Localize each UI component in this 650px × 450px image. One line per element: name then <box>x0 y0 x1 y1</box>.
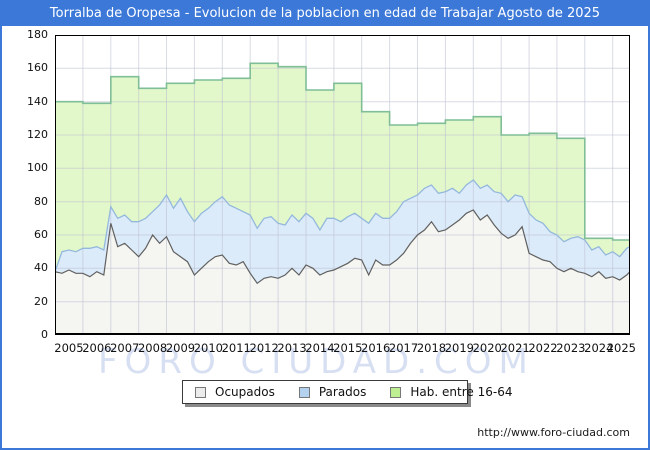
x-tick-label: 2022 <box>528 341 558 355</box>
legend-label-parados: Parados <box>318 385 367 399</box>
x-tick-label: 2014 <box>305 341 335 355</box>
chart-legend: Ocupados Parados Hab. entre 16-64 <box>182 380 512 404</box>
parados-swatch-icon <box>298 386 310 398</box>
y-tick-label: 60 <box>34 228 48 241</box>
x-tick-label: 2008 <box>137 341 168 355</box>
x-tick-label: 2006 <box>82 341 112 355</box>
x-tick-label: 2009 <box>165 341 196 355</box>
x-tick-label: 2018 <box>416 341 447 355</box>
legend-item-parados: Parados <box>298 385 367 399</box>
x-tick-label: 2012 <box>249 341 279 355</box>
y-tick-label: 20 <box>34 294 48 308</box>
x-tick-label: 2005 <box>54 341 84 355</box>
plot-area <box>55 35 630 335</box>
watermark-text: FORO CIUDAD.COM <box>98 342 535 382</box>
legend-label-hab: Hab. entre 16-64 <box>410 385 513 399</box>
legend-label-ocupados: Ocupados <box>215 385 275 399</box>
y-tick-label: 160 <box>27 61 48 75</box>
x-tick-label: 2007 <box>110 341 140 355</box>
y-tick-label: 180 <box>27 28 48 41</box>
y-tick-label: 80 <box>34 194 48 208</box>
x-tick-label: 2017 <box>388 341 419 355</box>
x-tick-label: 2011 <box>221 341 251 355</box>
x-tick-label: 2019 <box>444 341 474 355</box>
x-tick-label: 2024 <box>584 341 614 355</box>
y-tick-label: 140 <box>27 94 48 108</box>
legend-item-ocupados: Ocupados <box>195 385 275 399</box>
footer-url: http://www.foro-ciudad.com <box>477 426 630 439</box>
x-tick-label: 2021 <box>500 341 530 355</box>
ocupados-swatch-icon <box>195 386 206 398</box>
y-tick-label: 40 <box>34 261 48 275</box>
x-tick-label: 2025 <box>606 341 636 355</box>
x-tick-label: 2023 <box>556 341 586 355</box>
y-tick-label: 120 <box>27 128 48 141</box>
x-tick-label: 2013 <box>277 341 307 355</box>
hab-swatch-icon <box>390 386 402 398</box>
x-tick-label: 2020 <box>472 341 502 355</box>
x-tick-label: 2016 <box>361 341 391 355</box>
x-tick-label: 2010 <box>193 341 223 355</box>
legend-item-hab: Hab. entre 16-64 <box>390 385 512 399</box>
x-tick-label: 2015 <box>333 341 363 355</box>
y-tick-label: 100 <box>27 161 48 175</box>
chart-title-bar: Torralba de Oropesa - Evolucion de la po… <box>2 2 648 26</box>
y-tick-label: 0 <box>41 328 48 341</box>
